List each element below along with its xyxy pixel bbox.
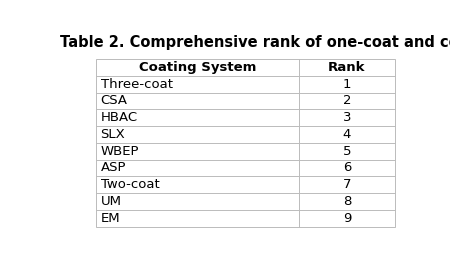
Text: EM: EM xyxy=(100,212,120,225)
Text: 6: 6 xyxy=(342,161,351,174)
Text: 5: 5 xyxy=(342,145,351,158)
Text: 4: 4 xyxy=(342,128,351,141)
Text: 1: 1 xyxy=(342,78,351,91)
Text: UM: UM xyxy=(100,195,122,208)
Text: ASP: ASP xyxy=(100,161,126,174)
Text: 3: 3 xyxy=(342,111,351,124)
Text: Rank: Rank xyxy=(328,61,365,74)
Text: CSA: CSA xyxy=(100,94,127,107)
Text: WBEP: WBEP xyxy=(100,145,139,158)
Text: HBAC: HBAC xyxy=(100,111,138,124)
Text: Table 2. Comprehensive rank of one-coat and control systems.: Table 2. Comprehensive rank of one-coat … xyxy=(60,35,450,50)
Text: SLX: SLX xyxy=(100,128,125,141)
Text: 8: 8 xyxy=(342,195,351,208)
Text: 9: 9 xyxy=(342,212,351,225)
Text: 7: 7 xyxy=(342,178,351,191)
Text: Three-coat: Three-coat xyxy=(100,78,172,91)
Text: 2: 2 xyxy=(342,94,351,107)
Text: Coating System: Coating System xyxy=(139,61,256,74)
Text: Two-coat: Two-coat xyxy=(100,178,159,191)
